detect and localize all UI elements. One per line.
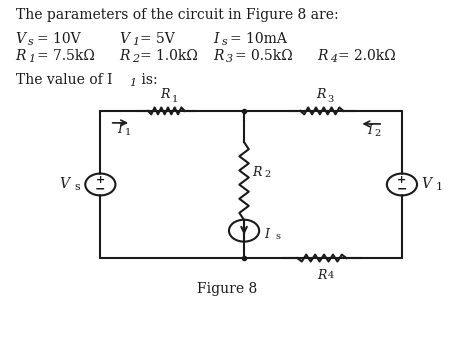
Text: = 0.5kΩ: = 0.5kΩ [235, 49, 292, 63]
Text: = 10mA: = 10mA [230, 32, 287, 46]
Text: 3: 3 [327, 95, 333, 104]
Text: V: V [16, 32, 26, 46]
Text: −: − [397, 182, 407, 195]
Text: R: R [16, 49, 26, 63]
Text: s: s [276, 232, 281, 241]
Text: 3: 3 [226, 54, 233, 64]
Text: I: I [118, 123, 123, 136]
Text: V: V [60, 177, 70, 191]
Text: Figure 8: Figure 8 [198, 282, 258, 296]
Text: I: I [264, 228, 269, 240]
Text: 4: 4 [330, 54, 337, 64]
Text: R: R [253, 166, 262, 179]
Text: s: s [222, 37, 228, 47]
Text: R: R [317, 269, 327, 282]
Text: R: R [161, 88, 170, 101]
Text: −: − [95, 182, 106, 195]
Text: 1: 1 [125, 128, 131, 137]
Text: R: R [317, 49, 328, 63]
Text: 1: 1 [28, 54, 36, 64]
Text: = 5V: = 5V [140, 32, 175, 46]
Text: 2: 2 [132, 54, 139, 64]
Text: V: V [119, 32, 129, 46]
Text: 4: 4 [328, 271, 334, 280]
Text: 1: 1 [172, 95, 178, 104]
Text: is:: is: [137, 73, 158, 87]
Text: V: V [422, 177, 432, 191]
Text: = 10V: = 10V [36, 32, 81, 46]
Text: = 1.0kΩ: = 1.0kΩ [140, 49, 198, 63]
Text: s: s [28, 37, 34, 47]
Text: = 7.5kΩ: = 7.5kΩ [36, 49, 95, 63]
Text: 1: 1 [129, 78, 137, 88]
Text: +: + [96, 175, 105, 185]
Text: s: s [75, 182, 81, 192]
Text: R: R [316, 88, 326, 101]
Text: 2: 2 [374, 129, 381, 138]
Text: I: I [213, 32, 219, 46]
Text: The value of I: The value of I [16, 73, 112, 87]
Text: 1: 1 [132, 37, 139, 47]
Text: +: + [397, 175, 407, 185]
Text: R: R [119, 49, 130, 63]
Text: R: R [213, 49, 224, 63]
Text: 1: 1 [436, 182, 443, 192]
Text: 2: 2 [265, 170, 271, 179]
Text: = 2.0kΩ: = 2.0kΩ [338, 49, 396, 63]
Text: The parameters of the circuit in Figure 8 are:: The parameters of the circuit in Figure … [16, 8, 338, 22]
Text: I: I [367, 124, 373, 137]
